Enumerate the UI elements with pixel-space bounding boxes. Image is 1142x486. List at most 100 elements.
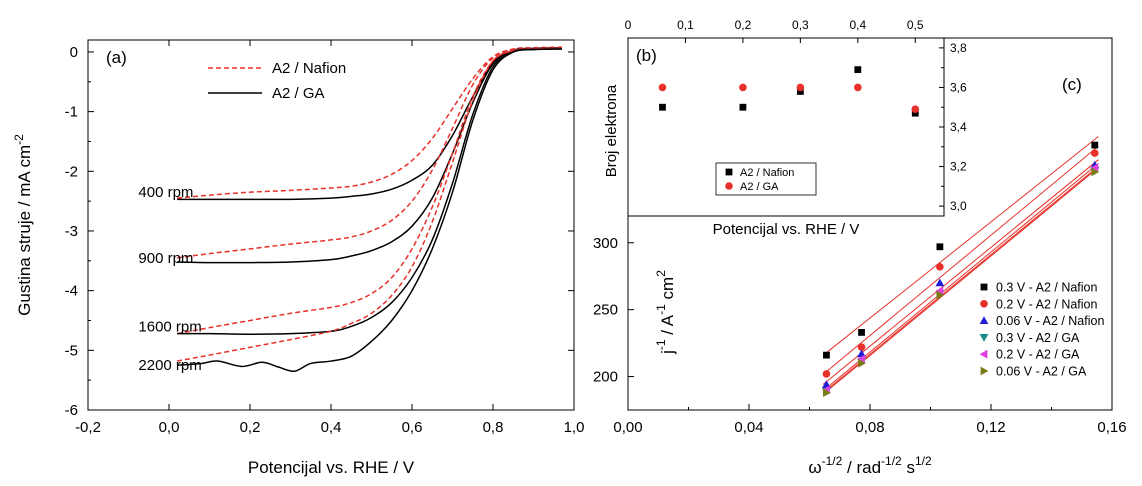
data-point-c [822,380,831,388]
x-axis-title-a: Potencijal vs. RHE / V [248,458,415,477]
y-tick-label-a: 0 [70,44,78,61]
plot-frame-a [87,39,575,411]
data-point-c [822,370,831,378]
x-tick-label-a: 0,0 [159,419,180,436]
x-tick-label-c: 0,08 [855,419,884,436]
x-tick-label-b: 0,5 [907,18,924,32]
data-point-c [935,286,944,296]
legend-label-a: A2 / GA [272,85,325,102]
legend-label-b: A2 / GA [740,181,779,193]
data-point-c [858,358,866,368]
x-tick-label-c: 0,12 [976,419,1005,436]
data-point-b [658,83,667,92]
legend-marker-c [979,334,989,342]
y-tick-label-c: 250 [593,302,618,319]
panel-label-b: (b) [636,46,657,65]
data-point-b [739,83,747,92]
y-tick-label-c: 200 [593,369,618,386]
series-line-nafion-900-rpm [177,47,562,259]
y-tick-label-a: -1 [65,104,78,121]
fit-line [822,159,1099,385]
data-point-c [936,243,944,251]
x-axis-title-b: Potencijal vs. RHE / V [713,221,860,238]
data-point-b [739,103,747,111]
rpm-label: 900 rpm [138,250,193,267]
legend-b: A2 / Nafion A2 / GA [715,162,817,196]
rpm-label: 400 rpm [138,184,193,201]
y-tick-label-a: -5 [65,342,78,359]
y-tick-label-b: 3,4 [950,120,967,134]
series-line-nafion-1600-rpm [176,47,562,335]
data-point-c [857,343,866,351]
fit-line [822,167,1099,395]
legend-label-c: 0.06 V - A2 / Nafion [996,314,1104,328]
data-point-c [936,263,944,271]
x-axis-title-c-sup: -1/2 [822,454,843,468]
x-axis-title-c-sup: -1/2 [881,454,902,468]
x-tick-label-a: -0,2 [75,419,101,436]
x-tick-label-c: 0,16 [1097,419,1126,436]
y-tick-label-a: -4 [65,283,78,300]
legend-marker-c [979,349,988,359]
data-point-c [857,349,866,358]
legend-marker-c [980,283,988,291]
legend-c: 0.3 V - A2 / Nafion 0.2 V - A2 / Nafion 0.… [979,281,1104,379]
x-tick-label-a: 1,0 [564,419,585,436]
legend-marker-b [725,168,733,176]
legend-a: A2 / Nafion A2 / GA [208,60,346,102]
series-line-ga-2200-rpm [177,48,562,373]
data-c [822,136,1100,398]
data-point-b [796,83,805,92]
x-axis-title-c-part: / rad [842,458,881,477]
fit-line [822,136,1099,356]
y-tick-label-b: 3,6 [950,80,967,94]
x-tick-label-a: 0,8 [483,419,504,436]
panel-label-c: (c) [1062,75,1082,94]
x-tick-label-c: 0,04 [734,419,763,436]
rpm-label: 1600 rpm [138,318,201,335]
data-point-c [858,329,865,336]
y-axis-title-c-part: cm [658,277,677,304]
y-axis-title-a-main: Gustina struje / mA cm [15,145,34,316]
y-axis-title-c-part: j [658,350,677,355]
x-tick-label-b: 0,2 [735,18,752,32]
x-tick-label-b: 0,4 [849,18,866,32]
legend-label-c: 0.2 V - A2 / GA [996,348,1080,362]
y-tick-label-c: 300 [593,235,618,252]
data-point-c [935,278,945,287]
fit-line [822,163,1099,392]
y-tick-label-a: -6 [65,402,78,419]
data-point-c [823,388,831,398]
y-axis-title-b: Broj elektrona [603,84,620,177]
y-axis-title-a-sup: -2 [12,134,26,145]
x-axis-title-c-part: ω [808,458,821,477]
data-point-c [1091,141,1099,149]
panel-b: 0 0,1 0,2 0,3 0,4 0,5 3,0 3,2 3,4 3,6 3,8 Potencija… [603,18,967,238]
data-point-b [911,105,920,113]
y-axis-title-c-sup: -1 [654,304,668,315]
legend-label-c: 0.3 V - A2 / GA [996,331,1080,345]
data-point-c [1090,163,1099,173]
fit-line [822,145,1099,375]
data-point-c [1091,167,1100,177]
legend-label-c: 0.3 V - A2 / Nafion [996,281,1097,295]
legend-marker-c [979,316,989,324]
y-tick-label-b: 3,0 [950,199,967,213]
rpm-label: 2200 rpm [138,357,201,374]
legend-marker-b [725,182,733,190]
data-point-c [857,354,865,364]
data-point-b [911,109,919,117]
y-tick-label-a: -3 [65,223,78,240]
x-tick-label-b: 0,1 [677,18,694,32]
x-tick-label-a: 0,2 [240,419,261,436]
y-axis-title-c-sup: -1 [654,339,668,350]
fit-line [822,165,1099,394]
y-axis-title-c-sup: 2 [654,270,668,277]
y-axis-title-c: j-1 / A-1 cm2 [654,270,677,355]
data-point-c [936,290,945,300]
data-point-b [796,88,804,95]
series-line-ga-400-rpm [177,47,562,201]
legend-marker-c [980,300,988,308]
legend-marker-c [980,366,989,376]
